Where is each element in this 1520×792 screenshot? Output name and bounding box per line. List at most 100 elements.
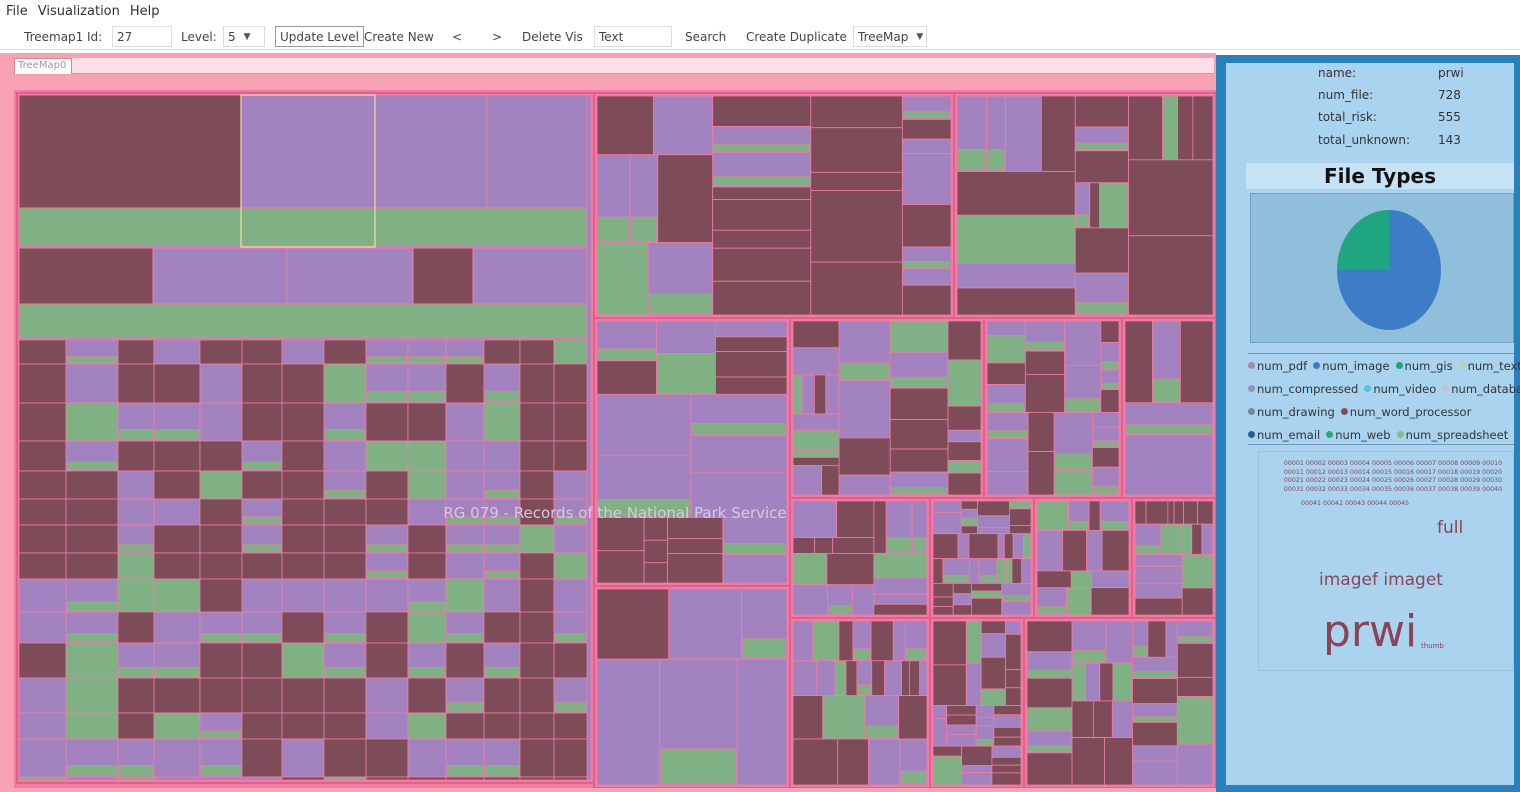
- treemap-cell: [980, 656, 1006, 690]
- treemap-cell: [960, 508, 978, 519]
- next-button[interactable]: >: [492, 29, 503, 44]
- treemap-cell: [281, 339, 325, 365]
- legend-item-num-gis[interactable]: num_gis: [1395, 359, 1453, 373]
- treemap-cell: [932, 533, 959, 560]
- treemap-cell: [969, 558, 980, 584]
- treemap-cell: [1167, 500, 1175, 525]
- treemap-cell-file: [630, 216, 658, 242]
- treemap-cell: [851, 584, 875, 616]
- treemap-cell: [873, 593, 928, 605]
- treemap-cell-file: [446, 543, 484, 553]
- search-input[interactable]: Text: [594, 26, 672, 47]
- treemap-cell: [1176, 643, 1214, 678]
- legend-item-num-spreadsheet[interactable]: num_spreadsheet: [1396, 428, 1508, 442]
- treemap-cell: [1089, 182, 1100, 229]
- treemap-cell-file: [1027, 669, 1072, 678]
- treemap-cell: [1099, 662, 1114, 702]
- pie-slice-num-gis[interactable]: [1337, 210, 1389, 270]
- info-key-total-risk: total_risk:: [1318, 110, 1377, 124]
- treemap-cell: [153, 578, 201, 613]
- treemap-cell-file: [118, 765, 154, 777]
- treemap-cell: [1091, 570, 1130, 589]
- menu-file[interactable]: File: [6, 3, 28, 19]
- treemap-cell: [483, 440, 521, 472]
- treemap-cell: [810, 190, 903, 263]
- legend-item-num-word-processor[interactable]: num_word_processor: [1340, 405, 1471, 419]
- chevron-down-icon: ▼: [243, 31, 251, 42]
- treemap-cell: [667, 553, 724, 584]
- treemap-cell: [241, 552, 283, 580]
- treemap-cell: [965, 620, 982, 664]
- treemap-cell: [961, 745, 993, 767]
- id-label: Id:: [87, 29, 103, 44]
- treemap-cell-file: [890, 487, 948, 495]
- legend-row: num_drawing num_word_processor: [1248, 400, 1514, 423]
- legend-item-num-drawing[interactable]: num_drawing: [1248, 405, 1335, 419]
- legend-dot: [1458, 362, 1466, 369]
- legend-item-num-text[interactable]: num_text: [1458, 359, 1520, 373]
- legend-label: num_pdf: [1257, 358, 1308, 373]
- treemap-cell: [365, 498, 409, 526]
- treemap-cell-file: [597, 216, 630, 242]
- create-duplicate-button[interactable]: Create Duplicate: [746, 29, 847, 44]
- delete-vis-button[interactable]: Delete Vis: [522, 29, 583, 44]
- treemap-cell: [991, 772, 1022, 786]
- treemap-cell: [901, 204, 952, 248]
- menu-help[interactable]: Help: [129, 3, 160, 19]
- treemap-cell: [837, 738, 869, 786]
- treemap-cell: [1040, 95, 1076, 172]
- treemap-cell: [1134, 582, 1183, 599]
- menu-visualization[interactable]: Visualization: [37, 3, 120, 19]
- treemap-cell: [1128, 95, 1164, 161]
- treemap-cell: [18, 363, 67, 404]
- treemap-cell-file: [828, 605, 852, 615]
- treemap-cell-file: [1153, 378, 1180, 403]
- treemap-cell: [117, 363, 155, 404]
- treemap-cell: [241, 712, 283, 740]
- treemap-cell-file: [154, 666, 200, 678]
- treemap-canvas[interactable]: RG 079 - Records of the National Park Se…: [14, 90, 1216, 788]
- legend-item-num-email[interactable]: num_email: [1248, 428, 1320, 442]
- treemap-cell: [445, 642, 485, 679]
- treemap-cell: [1176, 743, 1214, 786]
- treemap-cell: [483, 339, 521, 365]
- legend-item-num-pdf[interactable]: num_pdf: [1248, 359, 1307, 373]
- treemap-cell-file: [484, 666, 520, 678]
- legend-dot: [1340, 408, 1348, 415]
- treemap-cell: [18, 642, 67, 679]
- legend-item-num-video[interactable]: num_video: [1364, 382, 1436, 396]
- update-level-button[interactable]: Update Level: [275, 26, 364, 47]
- treemap-cell: [323, 738, 367, 778]
- legend-item-num-image[interactable]: num_image: [1313, 359, 1390, 373]
- legend-row: num_pdf num_image num_gis num_text: [1248, 354, 1520, 377]
- create-new-button[interactable]: Create New: [364, 29, 434, 44]
- treemap-cell: [153, 339, 201, 365]
- treemap-cell: [117, 339, 155, 365]
- tab-treemap0[interactable]: TreeMap0: [14, 58, 72, 74]
- treemap-cell: [365, 642, 409, 679]
- prev-button[interactable]: <: [452, 29, 463, 44]
- level-select[interactable]: 5 ▼: [223, 26, 265, 47]
- search-button[interactable]: Search: [685, 29, 727, 44]
- treemap-cell: [18, 470, 67, 500]
- legend-item-num-compressed[interactable]: num_compressed: [1248, 382, 1358, 396]
- legend-item-num-database[interactable]: num_database: [1442, 382, 1520, 396]
- treemap-cell: [117, 440, 155, 472]
- treemap-cell: [553, 738, 588, 778]
- treemap-cell: [736, 658, 788, 786]
- legend-dot: [1248, 385, 1255, 392]
- treemap-cell: [18, 552, 67, 580]
- id-input[interactable]: 27: [112, 26, 172, 47]
- treemap-cell-file: [484, 543, 520, 553]
- treemap-cell-file: [366, 390, 408, 403]
- treemap-cell: [1066, 587, 1092, 616]
- legend-item-num-web[interactable]: num_web: [1326, 428, 1391, 442]
- treemap-cell: [986, 320, 1026, 337]
- vis-type-select[interactable]: TreeMap ▼: [853, 26, 927, 47]
- treemap-cell: [832, 537, 875, 554]
- treemap-cell: [407, 738, 447, 778]
- treemap-cell: [1134, 554, 1183, 567]
- treemap-cell: [997, 533, 1005, 560]
- treemap-cell-file: [118, 666, 154, 678]
- treemap-cell: [153, 498, 201, 526]
